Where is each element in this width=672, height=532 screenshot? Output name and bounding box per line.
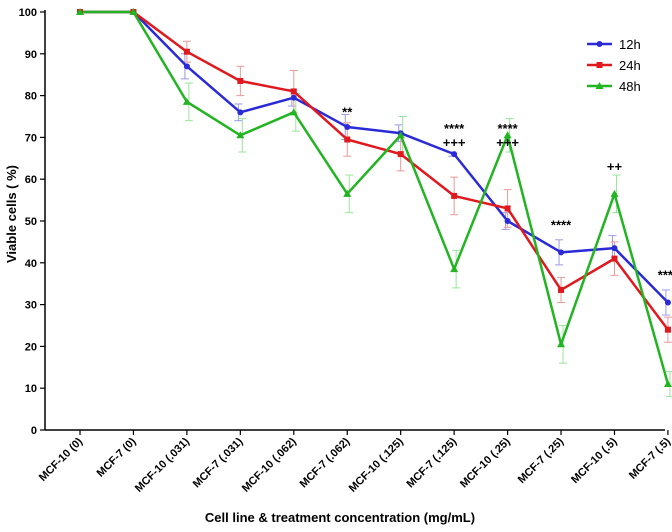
y-tick-label: 10 <box>25 383 37 395</box>
significance-label: +++ <box>496 135 519 150</box>
significance-annotations: ******+++****+++****++**** <box>342 105 672 283</box>
series-lines <box>80 10 670 385</box>
y-tick-label: 100 <box>19 7 37 19</box>
y-tick-label: 50 <box>25 216 37 228</box>
data-point-12h <box>183 63 190 70</box>
data-point-24h <box>237 77 244 84</box>
data-point-24h <box>344 136 351 143</box>
data-point-48h <box>503 131 512 139</box>
y-axis-title: Viable cells ( %) <box>4 165 19 263</box>
data-point-48h <box>610 189 619 197</box>
x-tick-label: MCF-7 (.062) <box>298 435 353 490</box>
chart-legend: 12h 24h 48h <box>587 37 641 94</box>
significance-label: +++ <box>443 135 466 150</box>
x-tick-label: MCF-7 (.5) <box>627 435 672 481</box>
error-bars <box>180 40 672 398</box>
x-tick-label: MCF-7 (.25) <box>516 435 567 486</box>
data-point-24h <box>290 88 297 95</box>
data-point-48h <box>396 131 405 139</box>
data-point-24h <box>397 151 404 158</box>
significance-label: **** <box>551 217 572 232</box>
x-tick-label: MCF-7 (0) <box>95 435 139 479</box>
data-point-48h <box>557 340 566 348</box>
y-tick-label: 80 <box>25 91 37 103</box>
y-tick-label: 60 <box>25 174 37 186</box>
data-point-48h <box>343 189 352 197</box>
data-point-12h <box>290 94 297 101</box>
data-point-12h <box>611 245 618 252</box>
series-line-48h <box>80 10 670 385</box>
y-tick-label: 70 <box>25 132 37 144</box>
y-tick-label: 90 <box>25 49 37 61</box>
data-point-12h <box>344 123 351 130</box>
data-point-24h <box>611 255 618 262</box>
data-point-48h <box>450 265 459 273</box>
legend-marker-12h <box>596 41 603 47</box>
data-point-48h <box>129 8 138 15</box>
data-point-12h <box>504 218 511 224</box>
data-point-12h <box>664 299 671 306</box>
significance-label: **** <box>444 121 465 136</box>
data-point-12h <box>451 151 458 158</box>
data-point-48h <box>76 8 84 15</box>
y-tick-label: 40 <box>25 258 37 270</box>
legend-marker-24h <box>596 62 603 68</box>
significance-label: **** <box>497 121 518 136</box>
significance-label: ** <box>342 105 353 120</box>
x-tick-label: MCF-10 (.031) <box>133 435 192 494</box>
data-point-24h <box>558 286 565 293</box>
x-tick-label: MCF-10 (0) <box>37 435 85 483</box>
data-point-24h <box>504 205 511 212</box>
data-point-24h <box>664 326 671 333</box>
x-tick-label: MCF-10 (.25) <box>458 435 513 490</box>
data-point-48h <box>182 97 191 105</box>
data-point-24h <box>183 48 190 55</box>
data-point-12h <box>237 109 244 116</box>
legend-label-24h: 24h <box>619 58 641 73</box>
legend-label-12h: 12h <box>619 37 641 52</box>
x-tick-label: MCF-7 (.125) <box>405 435 460 490</box>
series-markers <box>76 8 672 388</box>
y-tick-label: 30 <box>25 300 37 312</box>
data-point-24h <box>451 192 458 199</box>
data-point-48h <box>236 131 245 139</box>
y-tick-label: 0 <box>31 425 37 437</box>
data-point-48h <box>663 380 672 388</box>
series-line-12h <box>80 10 669 304</box>
data-point-12h <box>558 249 565 256</box>
series-line-24h <box>80 10 669 331</box>
legend-marker-48h <box>595 82 604 89</box>
y-tick-label: 20 <box>25 341 37 353</box>
data-point-48h <box>289 108 298 116</box>
x-tick-label: MCF-10 (.125) <box>347 435 406 494</box>
x-axis-title: Cell line & treatment concentration (mg/… <box>205 510 475 525</box>
significance-label: ++ <box>607 159 623 174</box>
legend-label-48h: 48h <box>619 79 641 94</box>
x-tick-label: MCF-10 (.5) <box>569 435 620 486</box>
significance-label: **** <box>658 268 672 283</box>
x-tick-label: MCF-7 (.031) <box>191 435 246 490</box>
x-tick-label: MCF-10 (.062) <box>240 435 299 494</box>
